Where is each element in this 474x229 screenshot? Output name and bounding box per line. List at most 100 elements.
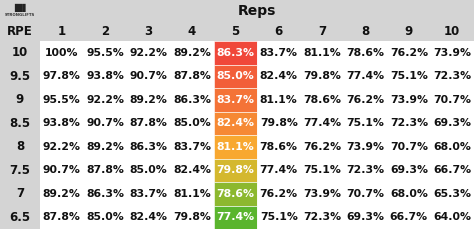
Bar <box>387 65 430 88</box>
Text: 85.0%: 85.0% <box>86 212 124 222</box>
Bar <box>0 88 40 112</box>
Bar <box>214 22 257 41</box>
Text: 78.6%: 78.6% <box>260 142 298 152</box>
Text: 7: 7 <box>16 187 24 200</box>
Text: 85.0%: 85.0% <box>173 118 211 128</box>
Text: RPE: RPE <box>7 25 33 38</box>
Bar <box>170 112 214 135</box>
Bar <box>430 41 474 65</box>
Bar <box>0 22 40 41</box>
Bar <box>344 88 387 112</box>
Text: 6.5: 6.5 <box>9 211 30 224</box>
Text: 87.8%: 87.8% <box>173 71 211 81</box>
Bar <box>0 182 40 205</box>
Bar <box>301 112 344 135</box>
Bar <box>127 41 170 65</box>
Text: 76.2%: 76.2% <box>260 189 298 199</box>
Bar <box>83 65 127 88</box>
Bar <box>344 112 387 135</box>
Bar <box>430 88 474 112</box>
Text: 83.7%: 83.7% <box>129 189 167 199</box>
Text: 92.2%: 92.2% <box>129 48 167 58</box>
Bar <box>127 182 170 205</box>
Bar <box>83 88 127 112</box>
Text: 4: 4 <box>188 25 196 38</box>
Text: 70.7%: 70.7% <box>433 95 471 105</box>
Bar <box>344 65 387 88</box>
Text: 81.1%: 81.1% <box>173 189 211 199</box>
Text: 89.2%: 89.2% <box>43 189 81 199</box>
Bar <box>214 112 257 135</box>
Text: 79.8%: 79.8% <box>260 118 298 128</box>
Bar <box>301 22 344 41</box>
Text: 69.3%: 69.3% <box>346 212 384 222</box>
Bar <box>430 112 474 135</box>
Text: 77.4%: 77.4% <box>346 71 384 81</box>
Bar <box>170 65 214 88</box>
Bar <box>40 88 83 112</box>
Bar <box>301 158 344 182</box>
Bar <box>301 135 344 158</box>
Text: 82.4%: 82.4% <box>129 212 167 222</box>
Bar <box>83 41 127 65</box>
Text: 72.3%: 72.3% <box>390 118 428 128</box>
Text: 92.2%: 92.2% <box>86 95 124 105</box>
Bar <box>301 205 344 229</box>
Text: 9.5: 9.5 <box>9 70 30 83</box>
Bar <box>0 65 40 88</box>
Text: 93.8%: 93.8% <box>86 71 124 81</box>
Bar <box>387 205 430 229</box>
Bar <box>301 41 344 65</box>
Text: 10: 10 <box>12 46 28 59</box>
Bar <box>257 135 301 158</box>
Text: 7: 7 <box>318 25 326 38</box>
Bar <box>344 182 387 205</box>
Text: 86.3%: 86.3% <box>129 142 167 152</box>
Bar <box>257 112 301 135</box>
Bar <box>127 112 170 135</box>
Bar <box>83 205 127 229</box>
Bar <box>0 205 40 229</box>
Text: 1: 1 <box>58 25 66 38</box>
Bar <box>170 182 214 205</box>
Text: 81.1%: 81.1% <box>260 95 298 105</box>
Bar <box>214 158 257 182</box>
Bar <box>214 205 257 229</box>
Text: 76.2%: 76.2% <box>346 95 384 105</box>
Bar <box>214 65 257 88</box>
Text: 3: 3 <box>145 25 153 38</box>
Bar <box>257 41 301 65</box>
Text: 2: 2 <box>101 25 109 38</box>
Text: 85.0%: 85.0% <box>217 71 254 81</box>
Text: 79.8%: 79.8% <box>216 165 254 175</box>
Bar <box>0 112 40 135</box>
Text: 70.7%: 70.7% <box>346 189 384 199</box>
Text: STRONGLIFTS: STRONGLIFTS <box>5 13 35 17</box>
Bar <box>430 22 474 41</box>
Bar <box>170 158 214 182</box>
Bar <box>40 112 83 135</box>
Text: 95.5%: 95.5% <box>43 95 81 105</box>
Bar <box>301 182 344 205</box>
Bar <box>127 135 170 158</box>
Bar <box>127 205 170 229</box>
Bar <box>40 158 83 182</box>
Bar <box>387 112 430 135</box>
Text: 75.1%: 75.1% <box>346 118 384 128</box>
Bar <box>0 158 40 182</box>
Text: 7.5: 7.5 <box>9 164 30 177</box>
Text: 83.7%: 83.7% <box>216 95 254 105</box>
Text: 9: 9 <box>405 25 413 38</box>
Text: 81.1%: 81.1% <box>217 142 254 152</box>
Bar <box>83 135 127 158</box>
Bar <box>214 182 257 205</box>
Bar <box>344 22 387 41</box>
Text: 69.3%: 69.3% <box>390 165 428 175</box>
Bar <box>40 0 474 22</box>
Bar <box>257 22 301 41</box>
Text: 75.1%: 75.1% <box>260 212 298 222</box>
Text: 76.2%: 76.2% <box>390 48 428 58</box>
Text: 93.8%: 93.8% <box>43 118 81 128</box>
Bar <box>127 65 170 88</box>
Text: 66.7%: 66.7% <box>433 165 471 175</box>
